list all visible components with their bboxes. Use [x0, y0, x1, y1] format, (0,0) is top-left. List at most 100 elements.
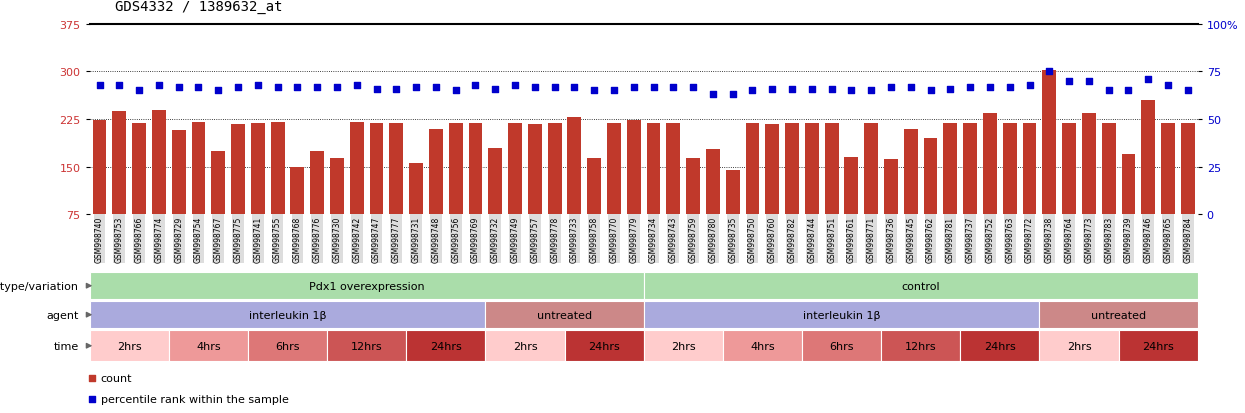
Bar [904, 129, 918, 215]
Point [1158, 82, 1178, 89]
Point [723, 92, 743, 98]
Text: untreated: untreated [537, 310, 593, 320]
Bar [984, 114, 997, 215]
Point [802, 86, 822, 93]
Bar [1002, 123, 1017, 215]
Bar [390, 123, 403, 215]
Point [920, 88, 940, 95]
Bar [327, 330, 406, 361]
Point [624, 84, 644, 91]
Text: 2hrs: 2hrs [513, 341, 538, 351]
Bar [112, 112, 126, 215]
Text: 24hrs: 24hrs [1142, 341, 1174, 351]
Bar [132, 123, 146, 215]
Bar [448, 123, 463, 215]
Bar [1118, 330, 1198, 361]
Point [366, 86, 386, 93]
Bar [960, 330, 1040, 361]
Point [762, 86, 782, 93]
Bar [1082, 114, 1096, 215]
Bar [92, 121, 107, 215]
Bar [528, 124, 542, 215]
Point [208, 88, 228, 95]
Point [822, 86, 842, 93]
Bar [644, 273, 1198, 299]
Point [347, 82, 367, 89]
Bar [864, 123, 878, 215]
Point [1178, 88, 1198, 95]
Bar [1022, 123, 1036, 215]
Point [386, 86, 406, 93]
Bar [486, 301, 644, 328]
Text: 2hrs: 2hrs [1067, 341, 1092, 351]
Bar [290, 167, 304, 215]
Point [525, 84, 545, 91]
Bar [881, 330, 960, 361]
Point [317, 291, 337, 298]
Point [308, 84, 327, 91]
Point [644, 84, 664, 91]
Point [446, 88, 466, 95]
Bar [746, 123, 759, 215]
Bar [944, 123, 957, 215]
Bar [488, 148, 502, 215]
Text: count: count [101, 373, 132, 383]
Bar [330, 159, 344, 215]
Point [149, 82, 169, 89]
Bar [310, 152, 324, 215]
Point [1098, 88, 1118, 95]
Bar [90, 330, 169, 361]
Bar [924, 139, 937, 215]
Point [1059, 78, 1079, 85]
Bar [1062, 123, 1076, 215]
Bar [406, 330, 486, 361]
Point [1020, 82, 1040, 89]
Bar [508, 123, 522, 215]
Bar [802, 330, 881, 361]
Point [742, 88, 762, 95]
Bar [152, 110, 166, 215]
Bar [172, 131, 186, 215]
Bar [646, 123, 661, 215]
Bar [723, 330, 802, 361]
Bar [726, 171, 740, 215]
Point [862, 88, 881, 95]
Point [1118, 88, 1138, 95]
Bar [410, 164, 423, 215]
Bar [1180, 123, 1195, 215]
Point [980, 84, 1000, 91]
Bar [486, 330, 564, 361]
Point [1000, 84, 1020, 91]
Point [188, 84, 208, 91]
Point [505, 82, 525, 89]
Point [268, 84, 288, 91]
Text: interleukin 1β: interleukin 1β [249, 310, 326, 320]
Point [1040, 69, 1059, 76]
Text: untreated: untreated [1091, 310, 1147, 320]
Point [584, 88, 604, 95]
Bar [192, 123, 205, 215]
Point [110, 82, 129, 89]
Point [842, 88, 862, 95]
Bar [1102, 123, 1116, 215]
Point [169, 84, 189, 91]
Bar [964, 123, 977, 215]
Point [960, 84, 980, 91]
Point [664, 84, 684, 91]
Bar [706, 150, 720, 215]
Bar [644, 330, 723, 361]
Point [604, 88, 624, 95]
Text: GDS4332 / 1389632_at: GDS4332 / 1389632_at [115, 0, 283, 14]
Bar [766, 124, 779, 215]
Bar [686, 159, 700, 215]
Bar [564, 330, 644, 361]
Point [1079, 78, 1099, 85]
Text: 6hrs: 6hrs [829, 341, 854, 351]
Bar [370, 123, 383, 215]
Point [129, 88, 149, 95]
Bar [666, 123, 680, 215]
Point [940, 86, 960, 93]
Point [564, 84, 584, 91]
Bar [1142, 101, 1155, 215]
Bar [251, 123, 265, 215]
